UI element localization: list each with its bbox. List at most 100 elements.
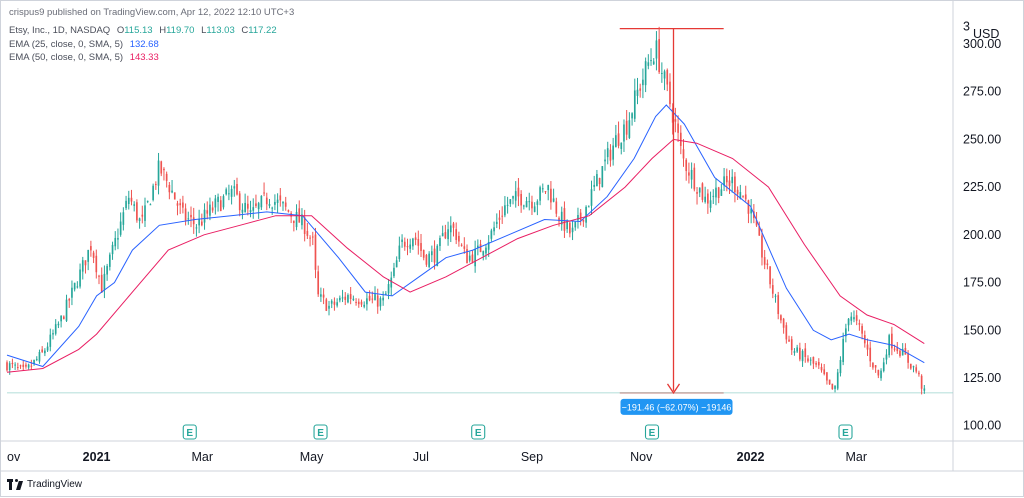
candle-body [195, 227, 198, 229]
candle-body [133, 204, 136, 206]
candle-body [173, 192, 176, 200]
candle-body [785, 325, 788, 340]
candle-body [769, 266, 771, 285]
tradingview-brand[interactable]: TradingView [7, 479, 82, 490]
candle-body [606, 148, 609, 158]
candle-body [44, 350, 46, 354]
candle-body [766, 263, 769, 266]
earnings-marker [471, 424, 486, 440]
candle-body [809, 359, 812, 361]
candle-body [347, 295, 349, 303]
candle-body [279, 195, 282, 201]
y-tick-label: 100.00 [963, 419, 1001, 433]
candle-body [474, 248, 476, 267]
candle-body [790, 339, 793, 351]
candle-body [558, 217, 560, 222]
candle-body [244, 202, 246, 213]
candle-body [563, 208, 566, 231]
candle-body [81, 260, 84, 272]
candle-body [587, 206, 590, 208]
y-tick-label: 150.00 [963, 323, 1001, 337]
candle-body [915, 367, 918, 372]
candle-body [850, 316, 853, 321]
candle-body [217, 196, 219, 202]
earnings-marker [182, 424, 197, 440]
candle-body [6, 362, 8, 371]
candle-body [891, 333, 893, 349]
candle-body [274, 201, 276, 205]
candle-body [525, 200, 528, 208]
candle-body [200, 221, 203, 226]
candle-body [452, 223, 455, 228]
candle-body [544, 191, 547, 193]
candle-body [812, 356, 815, 364]
candle-body [839, 360, 842, 374]
x-tick-label: Mar [192, 450, 214, 464]
candle-body [688, 172, 690, 176]
candle-body [98, 275, 100, 277]
candle-body [690, 169, 693, 180]
y-tick-label-partial: 3 [963, 20, 970, 34]
candle-body [447, 229, 449, 240]
candle-body [720, 189, 723, 196]
candle-body [744, 194, 747, 200]
candle-body [709, 200, 712, 208]
candle-body [176, 203, 179, 206]
x-tick-label: 2022 [737, 450, 765, 464]
candle-body [520, 194, 522, 206]
candle-body [679, 132, 682, 146]
candle-body [493, 227, 495, 232]
candle-body [117, 238, 119, 240]
candle-body [512, 196, 514, 199]
y-tick-label: 175.00 [963, 276, 1001, 290]
candle-body [899, 350, 901, 356]
candle-body [455, 229, 458, 241]
x-tick-label: Jul [413, 450, 429, 464]
candle-body [504, 205, 506, 216]
x-tick-label: Sep [521, 450, 543, 464]
candle-body [666, 69, 669, 85]
candle-body [276, 199, 279, 203]
candle-body [885, 354, 888, 360]
candle-body [509, 199, 512, 204]
candle-body [904, 347, 907, 355]
y-tick-label: 200.00 [963, 228, 1001, 242]
candle-body [685, 159, 688, 172]
ema25-legend[interactable]: EMA (25, close, 0, SMA, 5) 132.68 [9, 39, 159, 50]
candle-body [87, 249, 90, 262]
candle-body [27, 364, 30, 368]
ema50-legend[interactable]: EMA (50, close, 0, SMA, 5) 143.33 [9, 52, 159, 63]
candle-body [352, 298, 355, 301]
candle-body [498, 217, 501, 220]
candle-body [14, 364, 16, 366]
candle-body [125, 200, 127, 209]
high-value: 119.70 [166, 25, 195, 36]
candle-body [598, 178, 601, 185]
candle-body [325, 299, 328, 311]
measure-label: −191.46 (−62.07%) −19146 [622, 402, 732, 412]
y-tick-label: 275.00 [963, 85, 1001, 99]
candle-body [907, 353, 909, 363]
ema25-label: EMA (25, close, 0, SMA, 5) [9, 39, 124, 50]
candle-body [255, 203, 257, 206]
candle-body [577, 215, 579, 221]
candle-body [612, 145, 614, 160]
candle-body [225, 189, 228, 195]
candle-body [433, 248, 436, 263]
candle-body [652, 61, 655, 65]
candle-body [103, 273, 106, 290]
candle-body [466, 249, 468, 264]
candle-body [655, 40, 658, 59]
candle-body [184, 208, 187, 221]
candle-body [341, 297, 344, 299]
candle-body [46, 346, 49, 351]
candle-body [707, 193, 709, 204]
candle-body [228, 193, 230, 195]
candle-body [750, 208, 752, 214]
candle-body [574, 221, 577, 228]
candle-body [30, 365, 33, 367]
candle-body [374, 294, 376, 301]
candle-body [463, 246, 466, 249]
candle-body [896, 347, 899, 352]
